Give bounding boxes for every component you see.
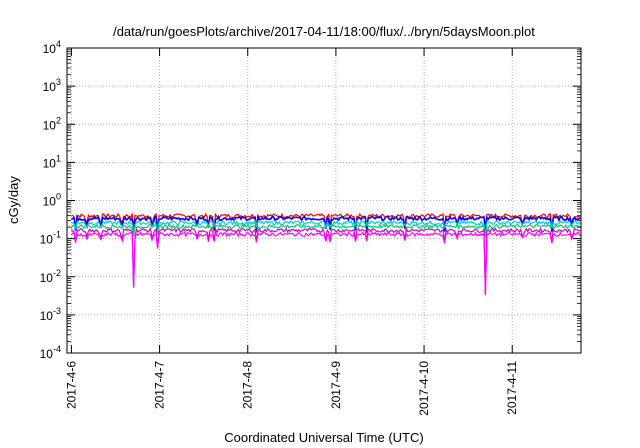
y-tick-exponent: 3 xyxy=(56,77,61,87)
x-tick-label: 2017-4-7 xyxy=(153,361,167,409)
y-tick-base: 10 xyxy=(40,271,54,285)
x-tick-label: 2017-4-8 xyxy=(241,361,255,409)
series-lines xyxy=(70,211,581,296)
chart-title: /data/run/goesPlots/archive/2017-04-11/1… xyxy=(113,24,535,39)
y-tick-label: 103 xyxy=(43,77,61,94)
y-axis-label: cGy/day xyxy=(6,176,21,224)
y-tick-label: 100 xyxy=(43,192,61,209)
y-tick-label: 101 xyxy=(43,153,61,170)
series-line xyxy=(70,226,581,294)
x-axis-label: Coordinated Universal Time (UTC) xyxy=(224,430,423,445)
x-tick-label: 2017-4-10 xyxy=(417,361,431,416)
y-tick-exponent: 2 xyxy=(56,115,61,125)
y-tick-label: 102 xyxy=(43,115,61,132)
y-tick-base: 10 xyxy=(43,80,57,94)
series-line xyxy=(71,219,581,236)
y-tick-label: 10-4 xyxy=(40,344,61,361)
y-tick-exponent: -4 xyxy=(53,344,61,354)
y-tick-base: 10 xyxy=(43,42,57,56)
y-tick-label: 10-2 xyxy=(40,268,61,285)
y-tick-exponent: -1 xyxy=(53,230,61,240)
y-tick-exponent: 0 xyxy=(56,192,61,202)
series-line xyxy=(70,213,581,233)
y-tick-label: 10-1 xyxy=(40,230,61,247)
y-tick-base: 10 xyxy=(43,195,57,209)
y-tick-base: 10 xyxy=(43,156,57,170)
y-tick-base: 10 xyxy=(43,118,57,132)
plot-frame xyxy=(66,47,582,354)
x-tick-label: 2017-4-9 xyxy=(329,361,343,409)
series-line xyxy=(70,220,581,238)
y-tick-base: 10 xyxy=(40,233,54,247)
y-tick-exponent: 1 xyxy=(56,153,61,163)
y-tick-base: 10 xyxy=(40,347,54,361)
y-tick-exponent: -2 xyxy=(53,268,61,278)
y-tick-exponent: 4 xyxy=(56,39,61,49)
x-tick-label: 2017-4-11 xyxy=(505,361,519,415)
grid-lines xyxy=(67,48,581,353)
series-line xyxy=(70,230,581,296)
x-axis-ticks: 2017-4-6 2017-4-7 2017-4-8 2017-4-9 2017-4-1… xyxy=(64,48,519,416)
y-tick-exponent: -3 xyxy=(53,306,61,316)
y-tick-base: 10 xyxy=(40,309,54,323)
x-tick-label: 2017-4-6 xyxy=(64,361,78,409)
y-tick-label: 10-3 xyxy=(40,306,61,323)
y-tick-label: 104 xyxy=(43,39,61,56)
